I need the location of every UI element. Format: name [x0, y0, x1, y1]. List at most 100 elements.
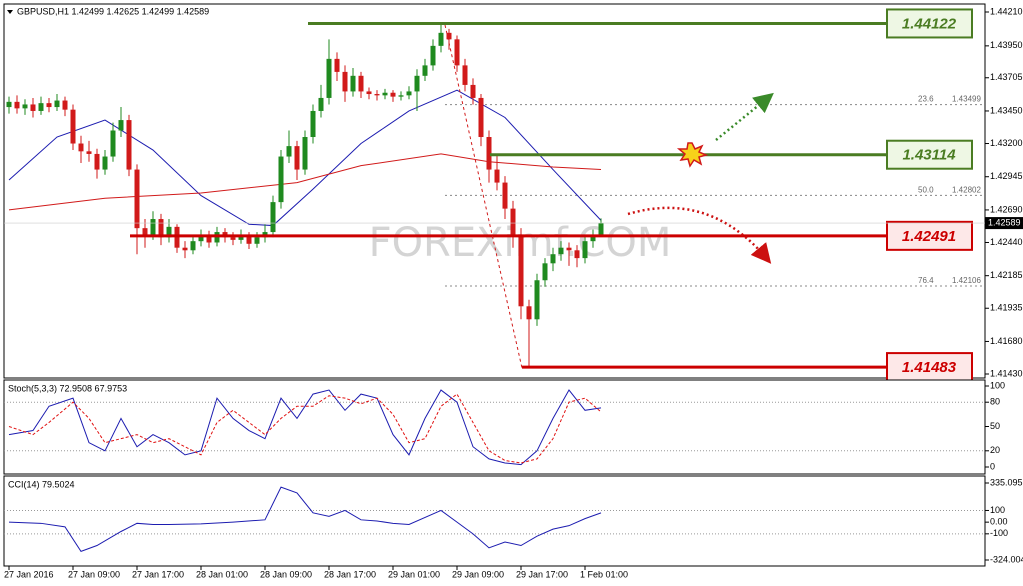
level-label: 1.41483: [902, 359, 957, 376]
y-tick-label: 1.42945: [990, 171, 1023, 181]
candle-body: [366, 91, 372, 95]
candle-body: [166, 226, 172, 238]
last-price-label: 1.42589: [988, 217, 1021, 227]
y-tick-label: 1.43950: [990, 40, 1023, 50]
level-box: [886, 220, 973, 251]
candle-body: [94, 153, 100, 170]
candle-body: [22, 104, 28, 109]
y-tick-label: 335.095: [990, 477, 1023, 487]
candle-body: [198, 234, 204, 242]
candle-body: [510, 208, 516, 235]
x-tick-label: 29 Jan 17:00: [516, 569, 568, 579]
y-tick-label: 1.41430: [990, 368, 1023, 378]
candle-body: [326, 58, 332, 98]
candle-body: [230, 237, 236, 240]
candle-body: [54, 100, 60, 108]
candle-body: [422, 65, 428, 76]
candle-body: [558, 247, 564, 255]
candle-body: [86, 151, 92, 154]
candle-body: [190, 241, 196, 251]
candle-body: [462, 65, 468, 85]
x-tick-label: 1 Feb 01:00: [580, 569, 628, 579]
y-tick-label: -324.004: [990, 554, 1023, 564]
fib-price: 1.42106: [952, 276, 981, 285]
candle-body: [590, 234, 596, 242]
candle-body: [342, 71, 348, 92]
candle-body: [398, 95, 404, 97]
x-tick-label: 29 Jan 01:00: [388, 569, 440, 579]
candle-body: [310, 110, 316, 138]
candle-body: [574, 250, 580, 259]
candle-body: [374, 94, 380, 96]
candle-body: [46, 103, 52, 108]
candle-body: [294, 146, 300, 170]
plot-layer: 1.44210 1.43950 1.43705 1.43450 1.43200 1.429…: [3, 3, 1023, 579]
candle-body: [582, 241, 588, 259]
fib-price: 1.42802: [952, 185, 981, 194]
candle-body: [278, 156, 284, 203]
candle-body: [334, 58, 340, 72]
indicator-line: [8, 393, 602, 464]
candle-body: [566, 247, 572, 251]
x-tick-label: 27 Jan 09:00: [68, 569, 120, 579]
candle-body: [390, 92, 396, 97]
y-tick-label: 0: [990, 461, 995, 471]
y-tick-label: 80: [990, 397, 1000, 407]
candle-body: [478, 97, 484, 138]
y-tick-label: 1.42690: [990, 204, 1023, 214]
panel-title: Stoch(5,3,3) 72.9508 67.9753: [8, 383, 127, 393]
candle-body: [78, 143, 84, 152]
y-tick-label: -100: [990, 528, 1008, 538]
candle-body: [414, 75, 420, 92]
candle-body: [62, 100, 68, 110]
y-tick-label: 1.43200: [990, 138, 1023, 148]
x-tick-label: 28 Jan 17:00: [324, 569, 376, 579]
candle-body: [134, 169, 140, 229]
level-label: 1.43114: [902, 147, 956, 164]
y-tick-label: 1.43705: [990, 72, 1023, 82]
up-arrow: [715, 92, 774, 141]
candle-body: [446, 32, 452, 40]
last-price-tag: [985, 217, 1023, 230]
indicator-line: [8, 389, 602, 466]
candle-body: [598, 223, 604, 235]
candle-body: [550, 254, 556, 264]
y-tick-label: 1.43450: [990, 105, 1023, 115]
candle-body: [110, 130, 116, 157]
indicator-line: [8, 486, 602, 552]
candle-body: [206, 234, 212, 243]
candle-body: [350, 75, 356, 92]
candle-body: [150, 219, 156, 235]
candle-body: [126, 120, 132, 170]
y-tick-label: 50: [990, 421, 1000, 431]
y-tick-label: 100: [990, 505, 1005, 515]
candle-body: [358, 75, 364, 92]
candle-body: [118, 120, 124, 131]
candle-body: [38, 103, 44, 111]
y-tick-label: 1.41680: [990, 336, 1023, 346]
x-tick-label: 28 Jan 09:00: [260, 569, 312, 579]
y-tick-label: 1.42185: [990, 270, 1023, 280]
level-box: [886, 139, 973, 170]
candle-body: [6, 101, 12, 108]
candle-body: [502, 182, 508, 209]
x-tick-label: 27 Jan 2016: [4, 569, 54, 579]
panel-frame: [3, 3, 986, 379]
candle-body: [182, 247, 188, 251]
candle-body: [70, 109, 76, 144]
candle-body: [158, 219, 164, 238]
x-tick-label: 28 Jan 01:00: [196, 569, 248, 579]
candle-body: [494, 169, 500, 183]
panel-frame: [3, 379, 986, 475]
candle-body: [254, 237, 260, 244]
title-arrow: [7, 10, 13, 14]
fib-level: 76.4: [918, 276, 934, 285]
candle-body: [526, 306, 532, 320]
candle-body: [270, 202, 276, 233]
candle-body: [430, 45, 436, 66]
fib-swing-line: [444, 24, 523, 369]
y-tick-label: 0.00: [990, 517, 1008, 527]
fib-price: 1.43499: [952, 95, 981, 104]
level-box: [886, 8, 973, 39]
